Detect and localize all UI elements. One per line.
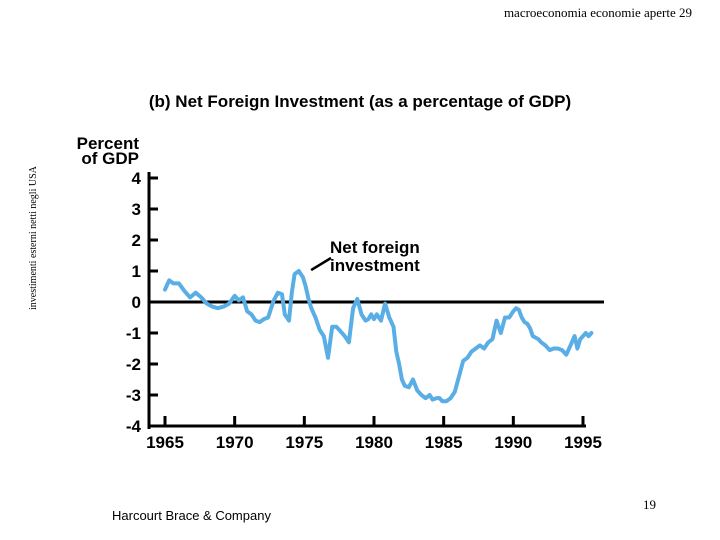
y-tick-label-4: 4 — [132, 169, 142, 188]
series-line-net-foreign-investment — [163, 269, 594, 404]
annotation-pointer — [310, 256, 332, 272]
y-tick-label--4: -4 — [126, 417, 142, 436]
x-axis: 1965 1970 1975 1980 1985 1990 1995 — [146, 416, 602, 452]
series-group — [163, 269, 594, 404]
y-tick-label--1: -1 — [126, 324, 141, 343]
x-tick-label-1995: 1995 — [564, 433, 602, 452]
y-tick-label-2: 2 — [132, 231, 141, 250]
y-tick-label-0: 0 — [132, 293, 141, 312]
annotation-label-line-2: investment — [330, 256, 420, 275]
annotation-label-line-1: Net foreign — [330, 238, 420, 257]
slide-number: 19 — [643, 497, 656, 512]
publisher: Harcourt Brace & Company — [112, 508, 271, 523]
x-tick-label-1965: 1965 — [146, 433, 184, 452]
y-tick-label--2: -2 — [126, 355, 141, 374]
y-axis: 4 3 2 1 0 -1 -2 -3 -4 — [126, 169, 604, 436]
y-axis-label-line-1: Percent — [77, 134, 140, 153]
x-tick-label-1980: 1980 — [355, 433, 393, 452]
y-tick-label--3: -3 — [126, 386, 141, 405]
y-tick-label-1: 1 — [132, 262, 141, 281]
x-tick-label-1975: 1975 — [285, 433, 323, 452]
x-tick-label-1990: 1990 — [494, 433, 532, 452]
chart-title: (b) Net Foreign Investment (as a percent… — [149, 92, 571, 111]
y-tick-label-3: 3 — [132, 200, 141, 219]
x-tick-label-1985: 1985 — [425, 433, 463, 452]
page-header-title: macroeconomia economie aperte 29 — [503, 5, 692, 20]
y-axis-label-line-2: of GDP — [81, 149, 139, 168]
x-tick-label-1970: 1970 — [216, 433, 254, 452]
